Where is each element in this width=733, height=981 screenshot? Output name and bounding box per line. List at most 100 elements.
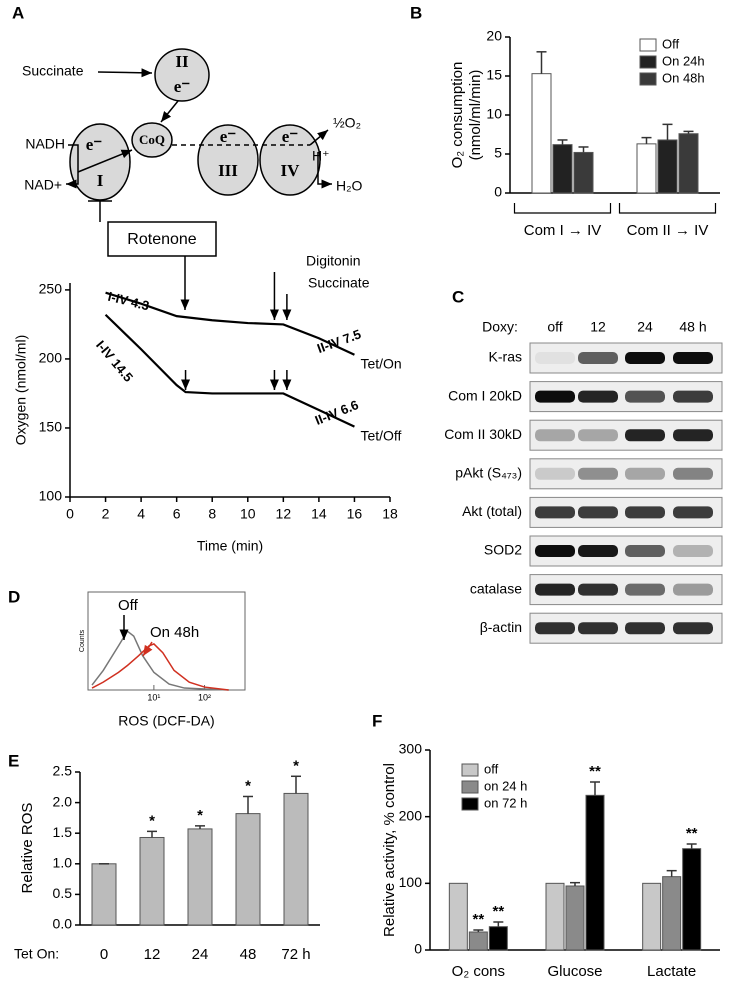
y-tick-label: 1.0 xyxy=(53,855,73,871)
complex-label: II xyxy=(175,52,189,71)
panel-label: C xyxy=(452,287,464,306)
y-tick-label: 20 xyxy=(486,28,502,44)
panel-label: D xyxy=(8,587,20,606)
coq xyxy=(131,122,173,158)
x-tick-label: Com II → IV xyxy=(627,222,709,239)
legend-swatch xyxy=(639,38,657,52)
lane-label: 12 xyxy=(590,319,606,335)
band xyxy=(673,583,713,596)
series-line xyxy=(105,291,355,356)
x-tick-label: 12 xyxy=(276,506,292,522)
x-tick-label: 48 xyxy=(240,946,257,963)
complex-label: III xyxy=(218,161,238,180)
band xyxy=(673,467,713,480)
bar xyxy=(636,143,657,194)
bar xyxy=(585,794,605,951)
bar xyxy=(187,828,213,926)
legend-label: on 72 h xyxy=(484,795,527,810)
etc-diagram: Succinate II e⁻ e⁻ I e⁻ III e⁻ IV CoQ NA… xyxy=(22,48,363,310)
rate-label: II-IV 7.5 xyxy=(315,326,363,356)
band xyxy=(535,622,575,635)
band xyxy=(535,506,575,519)
arrow xyxy=(309,129,329,146)
y-tick-label: 0.5 xyxy=(53,885,73,901)
band xyxy=(625,390,665,403)
row-label: Akt (total) xyxy=(462,503,522,519)
electron: e⁻ xyxy=(86,135,103,154)
significance: * xyxy=(245,777,251,794)
row-label: Com II 30kD xyxy=(444,426,522,442)
lane-title: Doxy: xyxy=(482,319,518,335)
series-label: Off xyxy=(118,597,139,614)
arrow xyxy=(77,149,133,173)
electron: e⁻ xyxy=(174,77,191,96)
band xyxy=(673,390,713,403)
x-tick-label: 6 xyxy=(173,506,181,522)
legend-swatch xyxy=(461,763,479,777)
bar xyxy=(488,926,508,951)
bar xyxy=(531,73,552,194)
x-tick-label: 10¹ xyxy=(147,692,160,702)
x-tick-label: 12 xyxy=(144,946,161,963)
bar xyxy=(91,863,117,926)
x-tick-label: 18 xyxy=(382,506,398,522)
row-label: K-ras xyxy=(489,349,522,365)
complex xyxy=(154,48,210,102)
band xyxy=(535,467,575,480)
band xyxy=(625,545,665,557)
panel-label: B xyxy=(410,3,422,22)
bar xyxy=(448,882,468,951)
lane-label: off xyxy=(547,319,562,335)
band xyxy=(673,545,713,557)
x-tick-label: Glucose xyxy=(547,963,602,980)
bar xyxy=(662,876,682,951)
legend-label: Off xyxy=(662,36,679,51)
significance: ** xyxy=(589,763,601,780)
y-axis-label: (nmol/ml/min) xyxy=(467,70,484,161)
group-bracket xyxy=(513,203,612,214)
y-tick-label: 100 xyxy=(39,488,63,504)
y-tick-label: 1.5 xyxy=(53,824,73,840)
row-label: Com I 20kD xyxy=(448,387,522,403)
product: NAD+ xyxy=(24,177,62,193)
band xyxy=(535,390,575,403)
x-tick-label: 0 xyxy=(66,506,74,522)
annotation: Digitonin xyxy=(306,253,360,269)
panel-label: F xyxy=(372,711,382,730)
y-tick-label: 200 xyxy=(39,350,63,366)
bar xyxy=(283,792,309,926)
band xyxy=(625,352,665,364)
band xyxy=(578,390,618,403)
x-tick-label: 72 h xyxy=(281,946,310,963)
bar xyxy=(565,885,585,951)
band xyxy=(625,506,665,519)
series-label: Tet/Off xyxy=(360,427,401,443)
band xyxy=(673,506,713,519)
complex-label: IV xyxy=(281,161,301,180)
arrow xyxy=(317,152,332,189)
inhibitor-box xyxy=(107,221,217,257)
significance: ** xyxy=(472,911,484,928)
band xyxy=(578,622,618,635)
substrate: ½O₂ xyxy=(333,115,361,131)
x-axis-label: ROS (DCF-DA) xyxy=(118,713,214,729)
x-tick-label: 10² xyxy=(198,692,211,702)
significance: ** xyxy=(686,825,698,842)
x-tick-label: 0 xyxy=(100,946,108,963)
x-tick-label: 10 xyxy=(240,506,256,522)
rate-label: II-IV 6.6 xyxy=(313,397,361,428)
band xyxy=(578,583,618,596)
legend-label: On 48h xyxy=(662,70,705,85)
significance: * xyxy=(149,812,155,829)
band xyxy=(673,429,713,442)
lane-label: 24 xyxy=(637,319,653,335)
band xyxy=(535,545,575,557)
x-tick-label: 16 xyxy=(347,506,363,522)
y-tick-label: 5 xyxy=(494,145,502,161)
y-tick-label: 2.5 xyxy=(53,763,73,779)
significance: ** xyxy=(492,903,504,920)
y-axis-label: Counts xyxy=(79,629,86,652)
bar xyxy=(657,139,678,194)
y-tick-label: 300 xyxy=(399,741,423,757)
